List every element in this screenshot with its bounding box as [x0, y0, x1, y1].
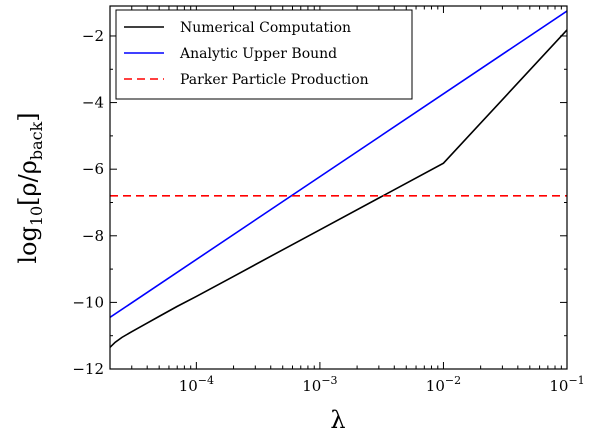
y-tick-label: −10 — [72, 293, 104, 311]
y-tick-label: −4 — [82, 94, 104, 112]
legend: Numerical Computation Analytic Upper Boun… — [115, 9, 413, 100]
x-tick-label: 10−3 — [302, 374, 337, 395]
ticks: −12 −10 −8 −6 −4 −2 10−4 10−3 10−2 10−1 — [72, 6, 585, 395]
axes-frame — [109, 5, 568, 370]
y-axis-label-close: ] — [14, 112, 42, 121]
x-tick-label: 10−1 — [549, 374, 584, 395]
y-tick-label: −6 — [82, 160, 104, 178]
series-line-1 — [110, 29, 567, 348]
y-tick-label: −12 — [72, 360, 104, 378]
y-axis-label: log10[ρ/ρback] — [14, 112, 46, 263]
y-axis-label-log: log — [14, 226, 42, 264]
legend-label-1: Numerical Computation — [180, 20, 351, 36]
x-tick-label: 10−4 — [179, 374, 214, 395]
y-tick-label: −8 — [82, 227, 104, 245]
x-axis-label: λ — [330, 406, 345, 434]
legend-box — [115, 9, 413, 100]
y-axis-label-sub2: back — [27, 121, 46, 160]
y-axis-label-expr: [ρ/ρ — [14, 160, 42, 206]
legend-label-3: Parker Particle Production — [180, 72, 369, 88]
x-tick-label: 10−2 — [426, 374, 461, 395]
y-axis-label-sub: 10 — [27, 206, 46, 226]
plot-area — [110, 10, 567, 348]
series-line-2 — [110, 10, 567, 319]
y-tick-label: −2 — [82, 27, 104, 45]
legend-label-2: Analytic Upper Bound — [179, 46, 337, 62]
